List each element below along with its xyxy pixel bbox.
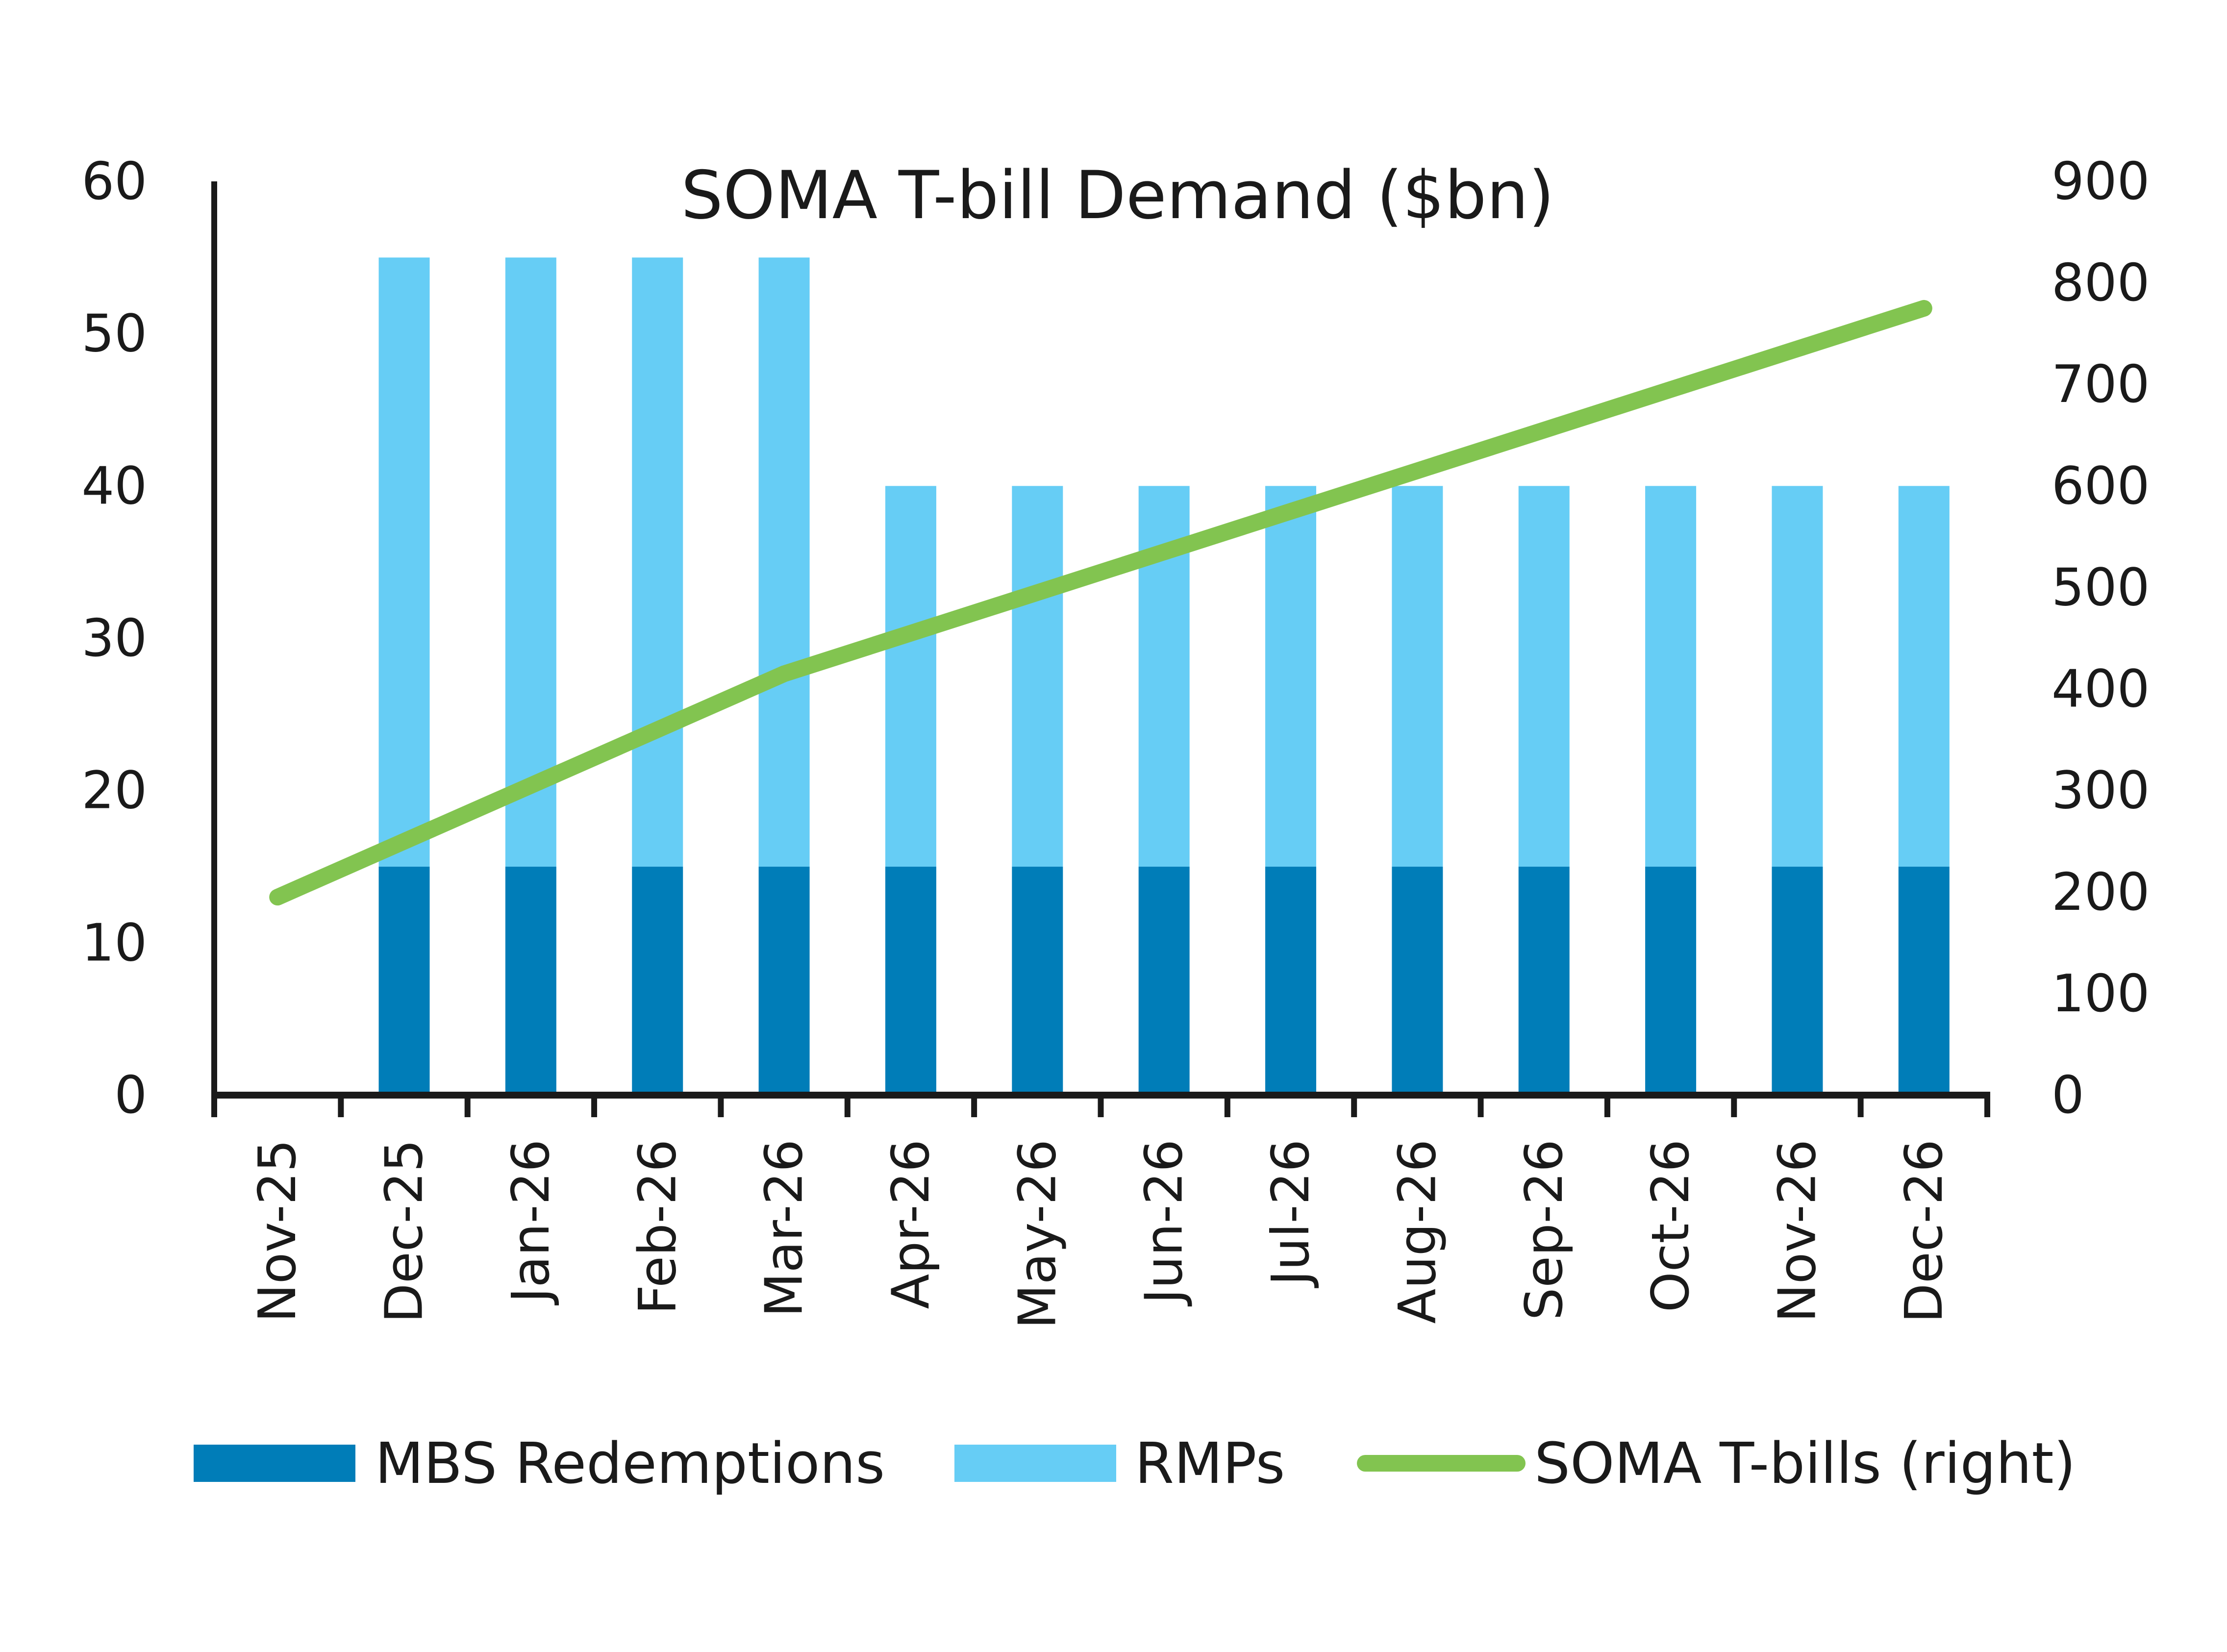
bar-mbs-redemptions-feb-26	[632, 867, 683, 1095]
legend: MBS Redemptions RMPs SOMA T-bills (right)	[194, 1431, 2076, 1497]
bar-mbs-redemptions-apr-26	[885, 867, 936, 1095]
line-series	[269, 300, 1932, 906]
right-tick-label: 400	[2052, 659, 2150, 719]
line-point-sep-26	[1543, 429, 1545, 431]
right-tick-label: 200	[2052, 862, 2150, 922]
bar-rmps-aug-26	[1392, 486, 1443, 867]
right-tick-label: 600	[2052, 456, 2150, 516]
bars	[378, 257, 1950, 1095]
right-tick-label: 0	[2052, 1065, 2084, 1125]
right-tick-label: 100	[2052, 964, 2150, 1024]
bar-mbs-redemptions-dec-26	[1898, 867, 1950, 1095]
bar-mbs-redemptions-oct-26	[1645, 867, 1697, 1095]
right-tick-label: 800	[2052, 253, 2150, 313]
x-tick-label: Nov-25	[248, 1139, 307, 1323]
left-tick-label: 10	[81, 913, 147, 973]
right-tick-label: 700	[2052, 354, 2150, 414]
bar-rmps-dec-25	[378, 257, 430, 867]
bar-rmps-nov-26	[1772, 486, 1823, 867]
left-tick-label: 0	[114, 1065, 147, 1125]
bar-rmps-jan-26	[505, 257, 556, 867]
bar-mbs-redemptions-dec-25	[378, 867, 430, 1095]
legend-label: SOMA T-bills (right)	[1534, 1431, 2076, 1497]
left-tick-label: 30	[81, 608, 147, 668]
bar-rmps-mar-26	[758, 257, 810, 867]
bar-mbs-redemptions-jan-26	[505, 867, 556, 1095]
bar-mbs-redemptions-jul-26	[1265, 867, 1317, 1095]
line-point-apr-26	[910, 632, 911, 634]
chart-title: SOMA T-bill Demand ($bn)	[681, 157, 1554, 234]
line-point-oct-26	[1670, 389, 1672, 390]
x-tick-label: Jul-26	[1261, 1139, 1321, 1288]
right-tick-label: 300	[2052, 761, 2150, 821]
x-tick-label: Jan-26	[501, 1139, 561, 1305]
line-point-aug-26	[1417, 470, 1418, 472]
bar-mbs-redemptions-aug-26	[1392, 867, 1443, 1095]
x-tick-label: Nov-26	[1767, 1139, 1827, 1323]
line-point-jul-26	[1290, 511, 1292, 512]
legend-swatch	[194, 1445, 355, 1482]
axes: 0102030405060010020030040050060070080090…	[81, 151, 2150, 1329]
x-tick-label: Dec-25	[375, 1139, 434, 1323]
line-point-may-26	[1037, 592, 1038, 593]
x-tick-label: Jun-26	[1134, 1139, 1194, 1307]
left-tick-label: 50	[81, 304, 147, 364]
legend-swatch	[954, 1445, 1116, 1482]
bar-mbs-redemptions-sep-26	[1518, 867, 1570, 1095]
bar-mbs-redemptions-jun-26	[1138, 867, 1190, 1095]
left-tick-label: 40	[81, 456, 147, 516]
x-tick-label: Aug-26	[1387, 1139, 1447, 1324]
left-tick-label: 60	[81, 151, 147, 211]
x-tick-label: Sep-26	[1514, 1139, 1574, 1320]
bar-mbs-redemptions-nov-26	[1772, 867, 1823, 1095]
right-tick-label: 900	[2052, 151, 2150, 211]
line-point-jun-26	[1163, 551, 1165, 552]
line-point-nov-26	[1797, 348, 1798, 350]
line-point-mar-26	[783, 673, 785, 675]
right-tick-label: 500	[2052, 557, 2150, 617]
line-point-jan-26	[530, 785, 531, 786]
x-tick-label: May-26	[1007, 1139, 1067, 1329]
bar-rmps-sep-26	[1518, 486, 1570, 867]
x-tick-label: Dec-26	[1894, 1139, 1954, 1323]
bar-rmps-jul-26	[1265, 486, 1317, 867]
bar-rmps-apr-26	[885, 486, 936, 867]
bar-mbs-redemptions-may-26	[1012, 867, 1063, 1095]
soma-tbills-line	[269, 300, 1932, 906]
line-point-nov-25	[277, 897, 278, 898]
left-tick-label: 20	[81, 761, 147, 821]
x-tick-label: Apr-26	[881, 1139, 941, 1309]
bar-rmps-dec-26	[1898, 486, 1950, 867]
bar-rmps-oct-26	[1645, 486, 1697, 867]
x-tick-label: Mar-26	[754, 1139, 814, 1317]
legend-label: RMPs	[1135, 1431, 1285, 1497]
x-tick-label: Feb-26	[627, 1139, 687, 1314]
legend-label: MBS Redemptions	[375, 1431, 885, 1497]
bar-rmps-may-26	[1012, 486, 1063, 867]
line-point-dec-25	[403, 841, 405, 842]
line-point-dec-26	[1923, 307, 1925, 309]
x-tick-label: Oct-26	[1641, 1139, 1701, 1312]
bar-rmps-feb-26	[632, 257, 683, 867]
bar-mbs-redemptions-mar-26	[758, 867, 810, 1095]
line-point-feb-26	[657, 729, 658, 730]
